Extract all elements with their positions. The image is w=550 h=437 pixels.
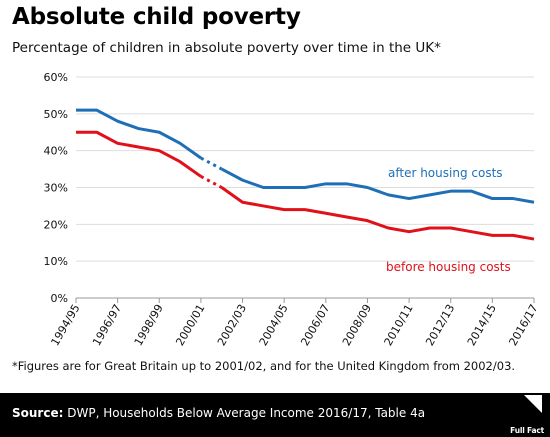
series-label-before-housing: before housing costs bbox=[386, 260, 511, 274]
y-tick-label: 40% bbox=[44, 145, 68, 158]
x-tick-label: 2010/11 bbox=[382, 302, 416, 348]
series-break-dotted bbox=[200, 175, 223, 189]
x-tick-label: 2016/17 bbox=[506, 302, 540, 348]
x-tick-label: 1998/99 bbox=[132, 302, 166, 348]
source-label: Source: bbox=[12, 406, 64, 420]
source-text: DWP, Households Below Average Income 201… bbox=[63, 406, 426, 420]
footnote: *Figures are for Great Britain up to 200… bbox=[12, 359, 516, 373]
x-tick-label: 2014/15 bbox=[465, 302, 499, 348]
line-chart: 0% 10% 20% 30% 40% 50% 60% 1994/95 1996/97 1998/9… bbox=[44, 71, 541, 348]
x-tick-label: 2000/01 bbox=[173, 302, 207, 348]
x-tick-label: 2006/07 bbox=[298, 302, 332, 348]
y-tick-label: 50% bbox=[44, 108, 68, 121]
series-line-after-housing bbox=[76, 108, 202, 160]
x-tick-label: 1996/97 bbox=[90, 302, 124, 348]
series-line-before-housing bbox=[76, 130, 202, 178]
y-tick-label: 20% bbox=[44, 218, 68, 231]
x-tick-label: 1994/95 bbox=[48, 302, 82, 348]
series-label-after-housing: after housing costs bbox=[388, 166, 503, 180]
chart-title: Absolute child poverty bbox=[12, 4, 301, 30]
series-line-before-housing-uk bbox=[220, 186, 535, 241]
x-tick-label: 2012/13 bbox=[423, 302, 457, 348]
source-line: Source: DWP, Households Below Average In… bbox=[12, 406, 425, 420]
x-tick-label: 2008/09 bbox=[340, 302, 374, 348]
logo-text: Full Fact bbox=[510, 426, 544, 435]
series-line-after-housing-uk bbox=[221, 167, 535, 204]
y-tick-label: 30% bbox=[44, 182, 68, 195]
y-tick-label: 10% bbox=[44, 255, 68, 268]
y-tick-label: 0% bbox=[51, 292, 68, 305]
chart-subtitle: Percentage of children in absolute pover… bbox=[12, 40, 441, 56]
y-tick-label: 60% bbox=[44, 71, 68, 84]
series-break-dotted bbox=[200, 156, 223, 171]
full-fact-logo-icon bbox=[524, 395, 542, 413]
x-tick-label: 2004/05 bbox=[257, 302, 291, 348]
x-tick-label: 2002/03 bbox=[215, 302, 249, 348]
footer-bar: Source: DWP, Households Below Average In… bbox=[0, 393, 550, 437]
